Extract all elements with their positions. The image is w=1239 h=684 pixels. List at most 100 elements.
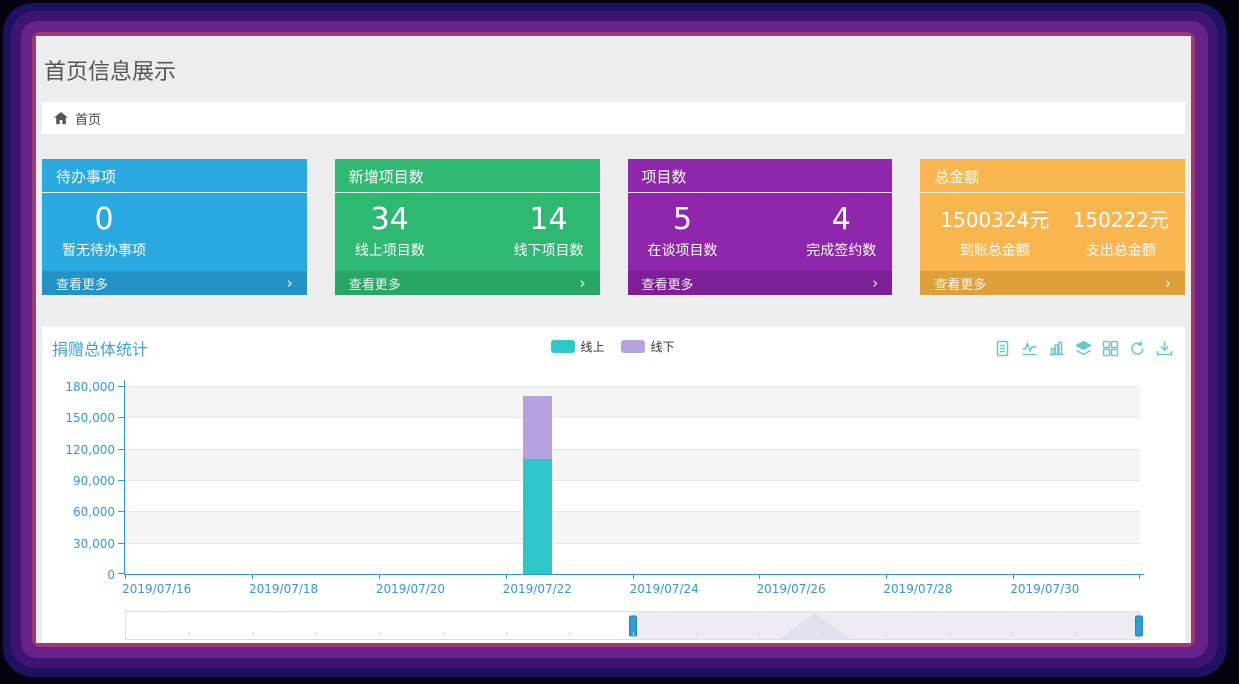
gridline [125, 480, 1140, 481]
x-axis-tick [251, 574, 253, 579]
datazoom-tick [252, 632, 254, 636]
switch-bar-chart-icon[interactable] [1048, 340, 1065, 357]
datazoom-tick [505, 632, 507, 636]
legend-item-offline[interactable]: 线下 [620, 338, 675, 355]
view-more-button[interactable]: 查看更多 › [920, 271, 1185, 295]
view-more-label: 查看更多 [348, 277, 401, 293]
chevron-right-icon: › [579, 273, 586, 292]
view-more-button[interactable]: 查看更多 › [42, 271, 307, 295]
datazoom-tick [189, 632, 191, 636]
view-more-label: 查看更多 [934, 277, 987, 293]
page-title: 首页信息展示 [44, 60, 177, 85]
split-area-band [125, 386, 1140, 418]
x-axis-tick [378, 574, 380, 579]
split-area-band [125, 448, 1140, 480]
x-axis-label: 2019/07/26 [756, 582, 826, 596]
data-view-icon[interactable] [994, 340, 1011, 357]
card-title: 总金额 [920, 159, 1185, 193]
x-axis-label: 2019/07/22 [502, 582, 572, 596]
stat-cards-row: 待办事项 0 暂无待办事项 查看更多 › 新增项目数 34 线上项目数 1 [42, 159, 1185, 295]
y-axis-tick [118, 386, 124, 387]
datazoom-tick [569, 632, 571, 636]
datazoom-tick [759, 632, 761, 636]
gridline [125, 386, 1140, 387]
y-axis-label: 0 [107, 568, 115, 582]
x-axis-label: 2019/07/16 [122, 582, 192, 596]
bar-segment-线下[interactable] [522, 396, 552, 460]
chevron-right-icon: › [872, 273, 879, 292]
stat-spent-amount: 150222元 支出总金额 [1073, 202, 1169, 265]
chart-title: 捐赠总体统计 [52, 340, 149, 359]
gridline [125, 417, 1140, 419]
datazoom-tick [632, 632, 634, 636]
main-content: 首页信息展示 首页 待办事项 0 暂无待办事项 查看更多 › 新增项目数 [36, 36, 1191, 643]
y-axis-label: 60,000 [73, 505, 115, 520]
datazoom-slider[interactable] [125, 611, 1143, 640]
y-axis-tick [118, 480, 124, 481]
chevron-right-icon: › [1165, 273, 1171, 292]
chart-header: 捐赠总体统计 线上 线下 [52, 337, 1173, 359]
card-title: 新增项目数 [334, 159, 600, 193]
y-axis-label: 120,000 [65, 442, 115, 457]
breadcrumb-home-link[interactable]: 首页 [75, 112, 102, 128]
datazoom-tick [885, 632, 887, 636]
restore-icon[interactable] [1129, 340, 1146, 357]
stat-label: 暂无待办事项 [62, 243, 146, 259]
bar-segment-线上[interactable] [522, 459, 552, 574]
datazoom-right-handle[interactable] [1135, 615, 1143, 636]
gridline [125, 448, 1140, 450]
x-axis-tick [505, 574, 507, 579]
view-more-label: 查看更多 [56, 277, 109, 293]
y-axis-tick [118, 542, 124, 544]
switch-line-chart-icon[interactable] [1021, 340, 1038, 357]
datazoom-tick [1012, 632, 1014, 636]
x-axis-label: 2019/07/30 [1010, 582, 1080, 596]
stat-projects-in-talk: 5 在谈项目数 [648, 202, 718, 265]
card-projects: 项目数 5 在谈项目数 4 完成签约数 查看更多 › [627, 159, 893, 295]
gridline [125, 542, 1140, 544]
stat-value: 1500324元 [940, 208, 1050, 232]
y-axis-label: 180,000 [65, 380, 115, 394]
stat-value: 4 [831, 202, 851, 237]
x-axis-tick [125, 574, 126, 579]
legend-item-online[interactable]: 线上 [550, 338, 605, 355]
y-axis-tick [118, 448, 124, 450]
split-area-band [125, 480, 1140, 512]
legend-swatch-online [550, 340, 575, 353]
chart-panel: 捐赠总体统计 线上 线下 [42, 327, 1185, 643]
stat-offline-projects: 14 线下项目数 [514, 202, 584, 265]
y-axis-label: 150,000 [65, 411, 115, 426]
x-axis-tick [632, 574, 634, 579]
y-axis-line [124, 380, 125, 574]
view-more-button[interactable]: 查看更多 › [627, 271, 893, 295]
stack-icon[interactable] [1075, 340, 1092, 357]
x-axis-line [124, 574, 1144, 575]
chart-toolbox [994, 340, 1173, 357]
x-axis-label: 2019/07/20 [375, 582, 446, 596]
card-title: 待办事项 [42, 159, 307, 193]
split-area-band [125, 417, 1140, 449]
x-axis-tick [886, 574, 888, 579]
stat-value: 0 [94, 202, 114, 237]
stat-value: 34 [370, 202, 409, 237]
x-axis-tick [1139, 574, 1140, 579]
x-axis-label: 2019/07/28 [883, 582, 953, 596]
legend-label: 线下 [650, 340, 675, 354]
datazoom-tick [695, 632, 697, 636]
x-axis-label: 2019/07/18 [249, 582, 319, 596]
gridline [125, 511, 1140, 513]
datazoom-tick [1075, 632, 1077, 636]
stat-label: 完成签约数 [806, 243, 877, 259]
stat-online-projects: 34 线上项目数 [355, 202, 425, 265]
stat-value: 5 [672, 202, 693, 237]
view-more-button[interactable]: 查看更多 › [334, 271, 600, 295]
save-image-icon[interactable] [1156, 340, 1173, 357]
tiled-icon[interactable] [1102, 340, 1119, 357]
y-axis-tick [118, 573, 124, 574]
datazoom-tick [315, 632, 317, 636]
datazoom-tick [442, 632, 444, 636]
view-more-label: 查看更多 [641, 277, 694, 293]
datazoom-tick [822, 632, 824, 636]
stat-label: 在谈项目数 [647, 243, 718, 259]
card-total-amount: 总金额 1500324元 到账总金额 150222元 支出总金额 查看更多 › [920, 159, 1185, 295]
